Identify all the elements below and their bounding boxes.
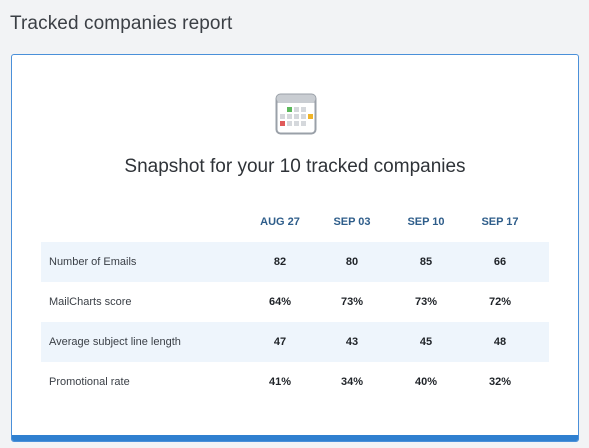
table-cell: 32% [488, 376, 512, 388]
table-cell: 72% [488, 296, 512, 308]
table-cell: 80 [345, 256, 359, 268]
row-label: Number of Emails [49, 256, 137, 268]
table-cell: 41% [268, 376, 292, 388]
column-header-sep-17: SEP 17 [481, 216, 519, 228]
row-label: MailCharts score [49, 296, 132, 308]
column-header-sep-10: SEP 10 [407, 216, 445, 228]
table-cell: 47 [273, 336, 287, 348]
table-cell: 34% [340, 376, 364, 388]
card-bottom-bar [12, 435, 578, 441]
table-cell: 45 [419, 336, 433, 348]
table-cell: 73% [414, 296, 438, 308]
table-row: MailCharts score 64% 73% 73% 72% [41, 282, 549, 322]
table-cell: 40% [414, 376, 438, 388]
table-row: Average subject line length 47 43 45 48 [41, 322, 549, 362]
table-cell: 48 [493, 336, 507, 348]
table-row: Number of Emails 82 80 85 66 [41, 242, 549, 282]
page-title: Tracked companies report [10, 13, 233, 34]
table-cell: 82 [273, 256, 287, 268]
table-row: Promotional rate 41% 34% 40% 32% [41, 362, 549, 402]
calendar-icon [275, 93, 317, 135]
snapshot-title: Snapshot for your 10 tracked companies [124, 156, 466, 177]
row-label: Average subject line length [49, 336, 181, 348]
column-header-sep-03: SEP 03 [333, 216, 371, 228]
row-label: Promotional rate [49, 376, 130, 388]
report-card: Snapshot for your 10 tracked companies A… [11, 54, 579, 442]
table-cell: 73% [340, 296, 364, 308]
table-cell: 85 [419, 256, 433, 268]
table-cell: 66 [493, 256, 507, 268]
table-cell: 64% [268, 296, 292, 308]
column-header-aug-27: AUG 27 [260, 216, 300, 228]
table-cell: 43 [345, 336, 359, 348]
